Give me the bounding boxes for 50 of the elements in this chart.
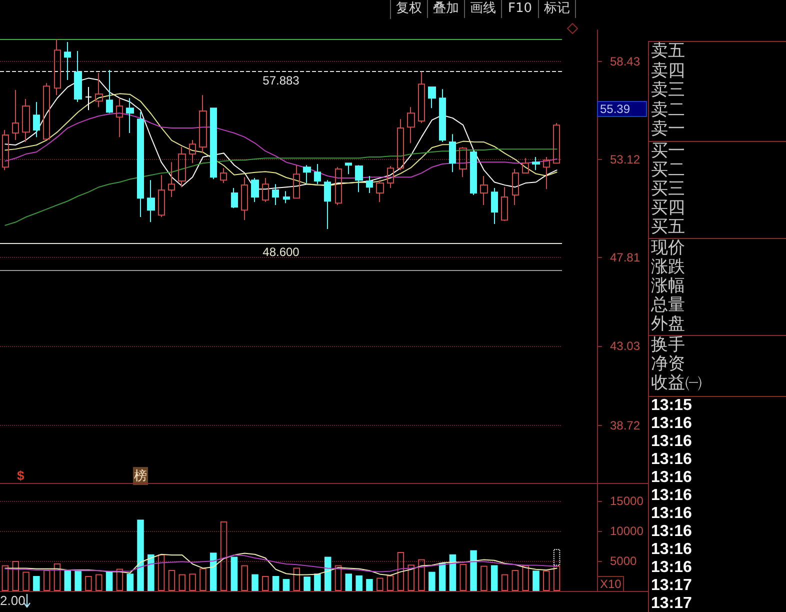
y-tick-label: 38.72 — [610, 418, 640, 432]
y-tick-label: 53.12 — [610, 152, 640, 167]
text: 卖五 — [651, 41, 685, 62]
text: 买三 — [651, 179, 685, 199]
y-tick-label: 43.03 — [610, 338, 640, 353]
y-axis-title: X10 — [597, 576, 624, 592]
y-tick-label: 15000 — [610, 494, 644, 508]
text: 13:16 — [651, 451, 692, 469]
text: 买二 — [651, 160, 685, 180]
text: 2.00 — [0, 593, 26, 608]
text: 13:16 — [651, 415, 692, 433]
text: 13:16 — [651, 469, 692, 487]
text: 卖四 — [651, 60, 685, 81]
text: 叠加 — [428, 0, 465, 18]
text: 13:16 — [651, 433, 692, 451]
text: 标记 — [539, 0, 576, 18]
text: 13:17 — [651, 577, 692, 595]
y-tick-label: 47.81 — [610, 250, 640, 265]
y-tick-label: 5000 — [610, 554, 638, 568]
text: 买五 — [651, 217, 685, 237]
text: 13:15 — [651, 397, 692, 415]
text: 13:16 — [651, 541, 692, 559]
ref-line-label: 57.883 — [262, 74, 300, 88]
text: 卖二 — [651, 100, 685, 120]
text: 买四 — [651, 198, 685, 218]
text: 13:16 — [651, 487, 692, 505]
text: F10 — [502, 0, 539, 18]
text: 卖一 — [651, 119, 685, 140]
text: 13:16 — [651, 559, 692, 577]
text: 画线 — [465, 0, 502, 18]
text: 复权 — [391, 0, 428, 18]
text: 现价 — [651, 238, 685, 258]
text: 卖三 — [651, 80, 685, 100]
text: 55.39 — [597, 101, 647, 117]
text: 外盘 — [651, 314, 685, 334]
text: 换手 — [651, 335, 685, 355]
annotation: $ — [17, 468, 24, 483]
ref-line-label: 48.600 — [262, 245, 300, 260]
y-tick-label: 58.43 — [610, 54, 640, 69]
annotation: 榜 — [133, 467, 148, 485]
text: 净资 — [651, 354, 685, 374]
text: 涨跌 — [651, 257, 685, 277]
y-tick-label: 10000 — [610, 524, 644, 538]
text: 涨幅 — [651, 276, 685, 296]
text: 总量 — [651, 295, 685, 315]
text: 13:16 — [651, 523, 692, 541]
text: 买一 — [651, 141, 685, 161]
text: 13:16 — [651, 505, 692, 523]
text: 收益㈠ — [651, 373, 702, 393]
text: 13:17 — [651, 595, 692, 612]
